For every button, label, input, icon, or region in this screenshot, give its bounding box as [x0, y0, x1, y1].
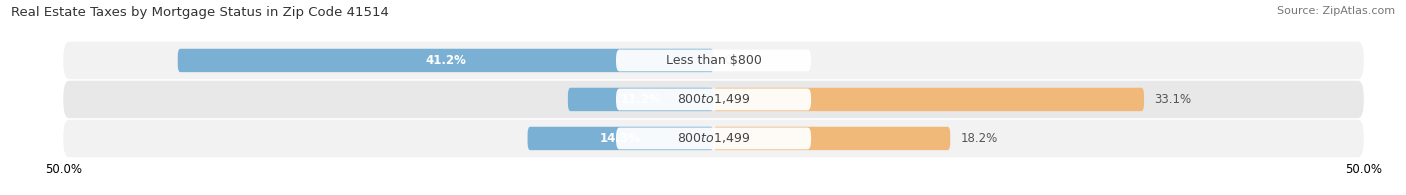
- FancyBboxPatch shape: [177, 49, 713, 72]
- FancyBboxPatch shape: [527, 127, 713, 150]
- FancyBboxPatch shape: [616, 89, 811, 110]
- Text: 0.0%: 0.0%: [724, 54, 754, 67]
- FancyBboxPatch shape: [63, 42, 1364, 79]
- Text: $800 to $1,499: $800 to $1,499: [676, 92, 751, 106]
- FancyBboxPatch shape: [63, 120, 1364, 157]
- Text: Source: ZipAtlas.com: Source: ZipAtlas.com: [1277, 6, 1395, 16]
- FancyBboxPatch shape: [616, 50, 811, 71]
- Text: 41.2%: 41.2%: [425, 54, 465, 67]
- FancyBboxPatch shape: [616, 128, 811, 149]
- Text: $800 to $1,499: $800 to $1,499: [676, 131, 751, 145]
- FancyBboxPatch shape: [713, 127, 950, 150]
- Text: 14.3%: 14.3%: [600, 132, 641, 145]
- Text: 11.2%: 11.2%: [620, 93, 661, 106]
- FancyBboxPatch shape: [713, 88, 1144, 111]
- Text: Less than $800: Less than $800: [665, 54, 762, 67]
- Text: 33.1%: 33.1%: [1154, 93, 1191, 106]
- FancyBboxPatch shape: [63, 81, 1364, 118]
- Text: Real Estate Taxes by Mortgage Status in Zip Code 41514: Real Estate Taxes by Mortgage Status in …: [11, 6, 389, 19]
- Text: 18.2%: 18.2%: [960, 132, 998, 145]
- FancyBboxPatch shape: [568, 88, 713, 111]
